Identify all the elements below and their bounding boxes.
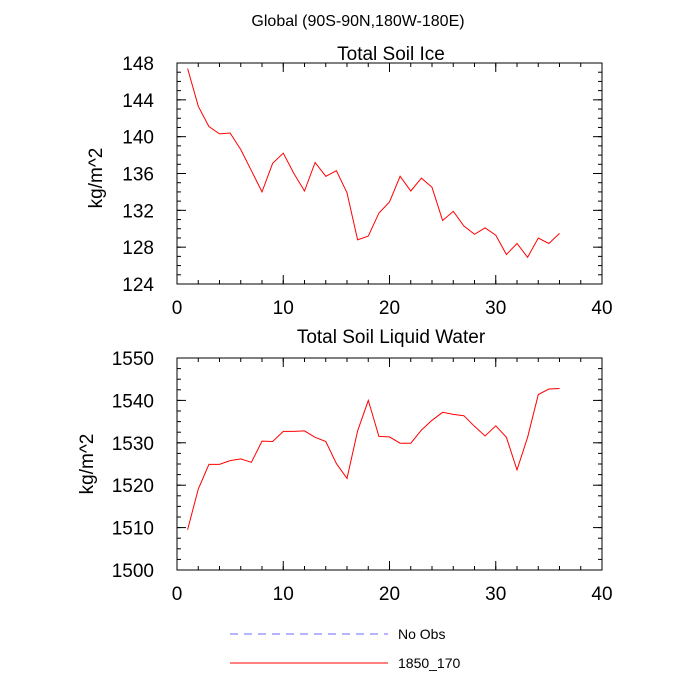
- panel-title: Total Soil Liquid Water: [297, 327, 486, 348]
- legend-label-1850-170: 1850_170: [398, 655, 461, 671]
- y-tick-label: 132: [122, 201, 154, 222]
- series-line-1850-170: [187, 68, 560, 259]
- x-tick-label: 40: [591, 584, 612, 605]
- x-tick-label: 20: [379, 298, 400, 319]
- y-axis-label: kg/m^2: [86, 148, 107, 209]
- plot-frame: [176, 357, 603, 571]
- x-tick-label: 30: [485, 298, 506, 319]
- plot-frame: [176, 62, 603, 285]
- y-tick-label: 144: [122, 91, 154, 112]
- figure-suptitle: Global (90S-90N,180W-180E): [251, 13, 464, 30]
- x-tick-label: 0: [172, 584, 183, 605]
- x-tick-label: 40: [591, 298, 612, 319]
- y-tick-label: 1540: [112, 391, 154, 412]
- x-tick-label: 0: [172, 298, 183, 319]
- y-tick-label: 148: [122, 54, 154, 75]
- x-tick-label: 20: [379, 584, 400, 605]
- y-tick-label: 140: [122, 128, 154, 149]
- x-tick-label: 30: [485, 584, 506, 605]
- y-axis-label: kg/m^2: [77, 434, 98, 495]
- y-tick-label: 128: [122, 238, 154, 259]
- y-tick-label: 1550: [112, 349, 154, 370]
- y-tick-label: 136: [122, 165, 154, 186]
- series-line-1850-170: [187, 388, 560, 530]
- x-tick-label: 10: [273, 298, 294, 319]
- y-tick-label: 124: [122, 275, 154, 296]
- y-tick-label: 1500: [112, 561, 154, 582]
- y-tick-label: 1510: [112, 519, 154, 540]
- y-tick-label: 1520: [112, 476, 154, 497]
- legend-label-no-obs: No Obs: [398, 626, 445, 642]
- x-tick-label: 10: [273, 584, 294, 605]
- panel-title: Total Soil Ice: [337, 44, 445, 65]
- y-tick-label: 1530: [112, 434, 154, 455]
- legend: No Obs 1850_170: [230, 626, 461, 671]
- panel-total-soil-ice: Total Soil Ice kg/m^2 0 10 20 30 40 124 128 132…: [86, 44, 613, 319]
- panel-total-soil-liquid-water: Total Soil Liquid Water kg/m^2 0 10 20 30 40…: [77, 327, 613, 605]
